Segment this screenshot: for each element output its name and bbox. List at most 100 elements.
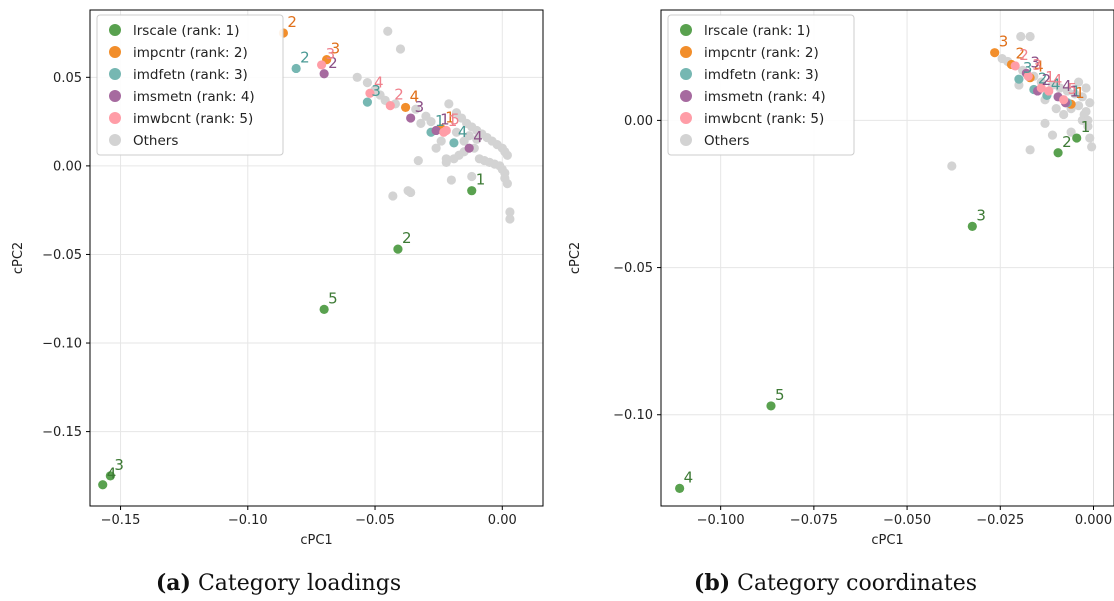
imsmetn-point [406, 113, 416, 123]
others-point [505, 214, 515, 224]
others-point [1070, 89, 1080, 99]
legend-marker-others [109, 134, 121, 146]
others-point [426, 117, 436, 127]
legend-label-impcntr: impcntr (rank: 2) [704, 45, 819, 61]
legend-label-others: Others [704, 133, 749, 149]
others-point [947, 161, 957, 171]
imsmetn-point [319, 69, 329, 79]
chart-a-svg: −0.15 −0.10 −0.05 0.00 −0.15 −0.10 −0.05 0.00 0.… [11, 9, 544, 548]
legend-marker-imsmetn [680, 90, 692, 102]
legend-label-imwbcnt: imwbcnt (rank: 5) [704, 111, 824, 127]
imsmetn-point [464, 143, 474, 153]
others-point [1047, 130, 1058, 140]
others-point [1085, 98, 1095, 108]
lrscale-point-label: 5 [328, 289, 338, 307]
imwbcnt-point [365, 88, 375, 98]
y-tick-label: 0.00 [53, 159, 82, 174]
y-tick-label: −0.05 [613, 261, 653, 276]
legend-label-imdfetn: imdfetn (rank: 3) [704, 67, 819, 83]
imwbcnt-point [385, 101, 395, 111]
imwbcnt-point [1044, 86, 1054, 96]
others-point [352, 72, 362, 82]
others-point [502, 179, 512, 189]
others-point [1025, 145, 1035, 155]
legend-box [96, 14, 284, 156]
x-tick-label: −0.075 [790, 513, 838, 528]
y-tick-label: −0.10 [42, 337, 82, 352]
imwbcnt-point [1059, 95, 1069, 105]
imdfetn-point-label: 1 [1071, 83, 1081, 101]
legend-marker-imwbcnt [680, 112, 692, 124]
imsmetn-point [431, 125, 441, 136]
x-tick-label: 0.000 [1075, 513, 1112, 528]
lrscale-point-label: 4 [684, 468, 694, 486]
legend-marker-others [680, 134, 692, 146]
x-tick-label: −0.05 [355, 513, 395, 528]
others-point [1087, 142, 1097, 152]
lrscale-point-label: 3 [114, 456, 124, 474]
legend-marker-imsmetn [109, 90, 121, 102]
imwbcnt-point [316, 60, 327, 70]
legend-label-imwbcnt: imwbcnt (rank: 5) [133, 111, 253, 127]
imdfetn-point-label: 2 [300, 48, 310, 66]
y-tick-label: −0.10 [613, 408, 653, 423]
lrscale-point [1053, 148, 1063, 158]
caption-b-text: Category coordinates [737, 571, 978, 596]
others-point [1073, 101, 1084, 111]
others-point [502, 150, 512, 160]
others-point [451, 127, 462, 137]
imwbcnt-point-label: 2 [1019, 46, 1029, 64]
legend-label-impcntr: impcntr (rank: 2) [133, 45, 248, 61]
imsmetn-point-label: 3 [415, 98, 425, 116]
imdfetn-point-label: 4 [1051, 75, 1061, 93]
x-tick-label: −0.025 [976, 513, 1024, 528]
imsmetn-point-label: 3 [1030, 53, 1040, 71]
legend-label-lrscale: lrscale (rank: 1) [704, 23, 811, 39]
imsmetn-point-label: 2 [328, 54, 338, 72]
others-point [441, 154, 451, 164]
legend-marker-lrscale [109, 24, 121, 36]
legend-marker-impcntr [680, 46, 692, 58]
imdfetn-point [1014, 74, 1024, 84]
imdfetn-point [449, 138, 459, 148]
imwbcnt-point-label: 3 [1032, 56, 1042, 74]
caption-b-tag: (b) [693, 570, 731, 596]
y-tick-label: 0.00 [624, 114, 653, 129]
y-axis-label: cPC2 [568, 242, 583, 274]
chart-panel-a: −0.15 −0.10 −0.05 0.00 −0.15 −0.10 −0.05 0.00 0.… [0, 0, 557, 596]
others-point [1040, 118, 1050, 128]
impcntr-point [400, 102, 411, 113]
legend-label-others: Others [133, 133, 178, 149]
imsmetn-point-label: 1 [1070, 83, 1080, 101]
imsmetn-point-label: 4 [473, 128, 483, 146]
x-axis-label: cPC1 [871, 533, 903, 548]
x-tick-label: −0.050 [883, 513, 931, 528]
lrscale-point-label: 2 [1062, 133, 1072, 151]
imwbcnt-point-label: 5 [450, 110, 460, 128]
chart-panel-b: −0.100 −0.075 −0.050 −0.025 0.000 −0.10 −0.05 0… [557, 0, 1114, 596]
others-point [431, 143, 441, 153]
lrscale-point [467, 186, 477, 196]
plot-frame [660, 9, 1114, 507]
legend-label-imsmetn: imsmetn (rank: 4) [704, 89, 826, 105]
others-point [1051, 104, 1061, 114]
others-point [505, 207, 515, 217]
imwbcnt-point-label: 3 [326, 45, 336, 63]
lrscale-point [319, 304, 329, 314]
plot-frame [89, 9, 544, 507]
impcntr-point-label: 3 [999, 33, 1009, 51]
others-point [472, 134, 482, 144]
imwbcnt-point-label: 5 [1068, 80, 1078, 98]
others-point [444, 99, 454, 109]
lrscale-point [393, 244, 403, 254]
caption-a-text: Category loadings [197, 571, 402, 596]
others-point [1066, 127, 1076, 137]
others-point [416, 118, 426, 128]
others-point [459, 136, 469, 146]
lrscale-point [967, 221, 977, 231]
others-point [362, 78, 372, 88]
others-point [388, 191, 398, 201]
imdfetn-point-label: 3 [1023, 59, 1033, 77]
impcntr-point-label: 2 [287, 13, 297, 31]
impcntr-point-label: 1 [1075, 84, 1085, 102]
